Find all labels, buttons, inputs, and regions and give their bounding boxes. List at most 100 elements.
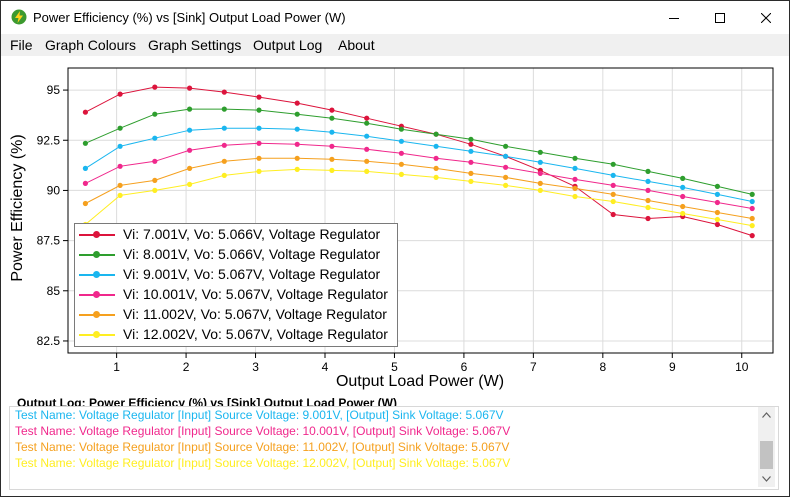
legend-label: Vi: 9.001V, Vo: 5.067V, Voltage Regulato… — [123, 266, 381, 282]
close-button[interactable] — [743, 1, 789, 34]
data-point — [645, 204, 651, 211]
data-point — [364, 133, 370, 139]
menu-output-log[interactable]: Output Log — [253, 37, 323, 53]
legend-label: Vi: 7.001V, Vo: 5.066V, Voltage Regulato… — [123, 226, 381, 242]
data-point — [680, 203, 686, 210]
menu-graph-colours[interactable]: Graph Colours — [45, 37, 137, 53]
data-point — [503, 182, 509, 188]
menu-about[interactable]: About — [338, 37, 375, 53]
scroll-up-button[interactable] — [758, 407, 775, 423]
data-point — [187, 165, 193, 171]
series-line — [85, 108, 753, 195]
data-point — [610, 172, 616, 178]
y-tick-label: 90 — [47, 183, 61, 197]
data-point — [187, 147, 193, 153]
data-point — [503, 143, 509, 149]
data-point — [537, 170, 543, 176]
data-point — [187, 127, 193, 133]
data-point — [256, 94, 262, 100]
data-point — [468, 170, 474, 176]
data-point — [537, 187, 543, 193]
data-point — [714, 216, 721, 223]
menu-bar: File Graph Colours Graph Settings Output… — [1, 34, 789, 56]
data-point — [329, 167, 335, 173]
data-point — [221, 125, 227, 131]
x-tick-label: 9 — [669, 360, 676, 374]
data-point — [398, 138, 404, 144]
output-log-box[interactable]: Test Name: Voltage Regulator [Input] Sou… — [9, 406, 779, 490]
data-point — [82, 200, 88, 207]
data-point — [364, 158, 370, 164]
series-4 — [82, 140, 755, 212]
data-point — [610, 182, 616, 188]
data-point — [82, 180, 88, 186]
data-point — [256, 155, 262, 161]
data-point — [468, 178, 474, 184]
x-tick-label: 7 — [530, 360, 537, 374]
menu-file[interactable]: File — [10, 37, 33, 53]
data-point — [610, 191, 616, 197]
data-point — [433, 174, 439, 180]
legend-entry: Vi: 11.002V, Vo: 5.067V, Voltage Regulat… — [75, 305, 395, 325]
data-point — [364, 168, 370, 174]
data-point — [468, 136, 474, 142]
x-tick-label: 5 — [391, 360, 398, 374]
y-axis-label: Power Efficiency (%) — [9, 134, 26, 281]
data-point — [645, 197, 651, 204]
scroll-down-icon — [762, 476, 771, 482]
maximize-button[interactable] — [697, 1, 743, 34]
data-point — [294, 155, 300, 161]
data-point — [610, 161, 616, 167]
data-point — [152, 158, 158, 164]
data-point — [398, 171, 404, 177]
data-point — [117, 182, 123, 188]
minimize-button[interactable] — [651, 1, 697, 34]
legend-marker — [93, 331, 100, 338]
data-point — [364, 120, 370, 126]
menu-graph-settings[interactable]: Graph Settings — [148, 37, 242, 53]
data-point — [503, 174, 509, 180]
lightning-bolt-icon — [11, 9, 27, 25]
data-point — [152, 135, 158, 141]
legend-entry: Vi: 10.001V, Vo: 5.067V, Voltage Regulat… — [75, 285, 395, 305]
data-point — [294, 111, 300, 117]
data-point — [152, 111, 158, 117]
legend-label: Vi: 12.002V, Vo: 5.067V, Voltage Regulat… — [123, 326, 388, 342]
log-line: Test Name: Voltage Regulator [Input] Sou… — [15, 440, 510, 454]
maximize-icon — [715, 12, 725, 23]
data-point — [572, 193, 578, 200]
data-point — [610, 211, 616, 218]
data-point — [714, 221, 721, 228]
legend-label: Vi: 8.001V, Vo: 5.066V, Voltage Regulato… — [123, 246, 381, 262]
title-bar[interactable]: Power Efficiency (%) vs [Sink] Output Lo… — [1, 1, 789, 34]
scroll-thumb[interactable] — [760, 441, 773, 469]
data-point — [572, 176, 578, 182]
data-point — [680, 193, 686, 200]
x-tick-label: 1 — [113, 360, 120, 374]
data-point — [468, 148, 474, 154]
data-point — [433, 143, 439, 149]
data-point — [503, 153, 509, 159]
data-point — [537, 149, 543, 155]
data-point — [117, 192, 123, 198]
legend-label: Vi: 11.002V, Vo: 5.067V, Voltage Regulat… — [123, 306, 387, 322]
data-point — [294, 141, 300, 147]
data-point — [329, 129, 335, 135]
log-line: Test Name: Voltage Regulator [Input] Sou… — [15, 424, 511, 438]
y-tick-label: 82.5 — [37, 334, 61, 348]
data-point — [714, 199, 721, 206]
data-point — [256, 125, 262, 131]
data-point — [572, 165, 578, 171]
data-point — [749, 215, 755, 222]
data-point — [117, 143, 123, 149]
data-point — [82, 140, 88, 146]
log-scrollbar[interactable] — [758, 407, 775, 487]
data-point — [645, 168, 651, 174]
data-point — [364, 115, 370, 121]
data-point — [433, 131, 439, 137]
scroll-down-button[interactable] — [758, 471, 775, 487]
x-tick-label: 2 — [183, 360, 190, 374]
data-point — [714, 191, 721, 197]
x-tick-label: 10 — [735, 360, 749, 374]
data-point — [537, 159, 543, 165]
